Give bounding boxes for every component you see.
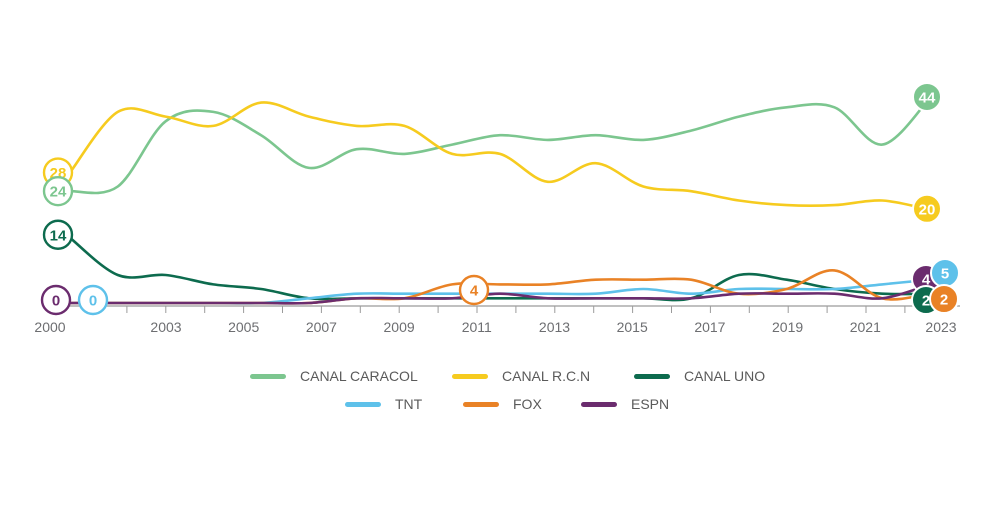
x-tick-label: 2007	[306, 319, 337, 335]
legend-swatch-canal-rcn	[452, 373, 488, 379]
x-axis-ticks: 2000 2003 2005 2007 2009 2011 2013 2015 2017 2019…	[34, 306, 957, 335]
start-badge-tnt-circle	[77, 284, 109, 316]
legend-swatch-fox	[463, 401, 499, 407]
end-badge-canal-r-c-n-text: 20	[919, 201, 936, 218]
x-tick-label: 2019	[772, 319, 803, 335]
start-badge-espn: 0	[40, 284, 72, 316]
legend-swatch-espn	[581, 401, 617, 407]
start-badge-fox-circle	[458, 274, 490, 306]
end-badge-espn-text: 4	[922, 272, 931, 289]
x-tick-label: 2011	[462, 319, 492, 335]
start-badge-canal-caracol-circle	[42, 175, 74, 207]
x-tick-label: 2015	[617, 319, 648, 335]
x-tick-label: 2017	[694, 319, 725, 335]
x-tick-label: 2000	[34, 319, 65, 335]
end-badge-canal-uno-text: 2	[922, 293, 930, 310]
line-chart: 2000 2003 2005 2007 2009 2011 2013 2015 2017 2019…	[34, 81, 960, 335]
end-badge-canal-caracol-text: 44	[919, 89, 936, 106]
end-badge-tnt-text: 5	[941, 266, 949, 283]
x-tick-label: 2021	[850, 319, 881, 335]
end-badge-canal-caracol-circle	[912, 81, 942, 112]
end-badge-fox-text: 2	[940, 292, 948, 309]
legend-label-canal-caracol: CANAL CARACOL	[300, 368, 418, 384]
series-line-canal-caracol	[68, 96, 932, 195]
legend-item-tnt: TNT	[345, 396, 463, 412]
x-tick-label: 2013	[539, 319, 570, 335]
start-badge-canal-uno-circle	[42, 219, 74, 250]
start-badge-canal-caracol: 24	[42, 175, 74, 207]
series-line-canal-uno	[68, 236, 932, 302]
legend-label-canal-rcn: CANAL R.C.N	[502, 368, 591, 384]
legend-item-canal-caracol: CANAL CARACOL	[250, 368, 452, 384]
legend-label-canal-uno: CANAL UNO	[684, 368, 766, 384]
legend-label-fox: FOX	[513, 396, 542, 412]
legend-item-canal-uno: CANAL UNO	[634, 368, 765, 384]
series-line-canal-r-c-n	[68, 101, 932, 212]
end-badge-canal-r-c-n-circle	[912, 193, 942, 224]
end-badge-fox-circle	[929, 284, 959, 314]
end-badge-canal-r-c-n: 20	[912, 193, 942, 224]
legend-swatch-canal-uno	[634, 373, 670, 379]
start-badge-espn-circle	[40, 284, 72, 316]
series-lines	[68, 96, 932, 305]
start-badge-canal-uno: 14	[42, 219, 74, 250]
legend-row-2: TNT FOX ESPN	[345, 392, 669, 416]
x-tick-label: 2023	[925, 319, 956, 335]
start-badge-fox: 4	[458, 274, 490, 306]
start-badge-tnt: 0	[77, 284, 109, 316]
start-badge-fox-text: 4	[470, 283, 479, 300]
legend-swatch-canal-caracol	[250, 373, 286, 379]
start-badge-tnt-text: 0	[89, 293, 97, 310]
end-badge-fox: 2	[929, 284, 959, 314]
legend-item-espn: ESPN	[581, 396, 669, 412]
end-badge-tnt: 5	[930, 258, 960, 288]
x-tick-label: 2009	[384, 319, 415, 335]
legend-swatch-tnt	[345, 401, 381, 407]
legend-row-1: CANAL CARACOL CANAL R.C.N CANAL UNO	[250, 364, 765, 388]
legend-label-espn: ESPN	[631, 396, 670, 412]
x-tick-label: 2005	[228, 319, 259, 335]
start-badge-espn-text: 0	[52, 293, 60, 310]
start-badge-canal-uno-text: 14	[50, 227, 67, 244]
legend-item-canal-rcn: CANAL R.C.N	[452, 368, 634, 384]
legend-label-tnt: TNT	[395, 396, 423, 412]
start-badge-canal-caracol-text: 24	[50, 184, 67, 201]
legend-item-fox: FOX	[463, 396, 581, 412]
end-badge-canal-caracol: 44	[912, 81, 942, 112]
series-line-espn	[68, 283, 932, 305]
x-tick-label: 2003	[150, 319, 181, 335]
